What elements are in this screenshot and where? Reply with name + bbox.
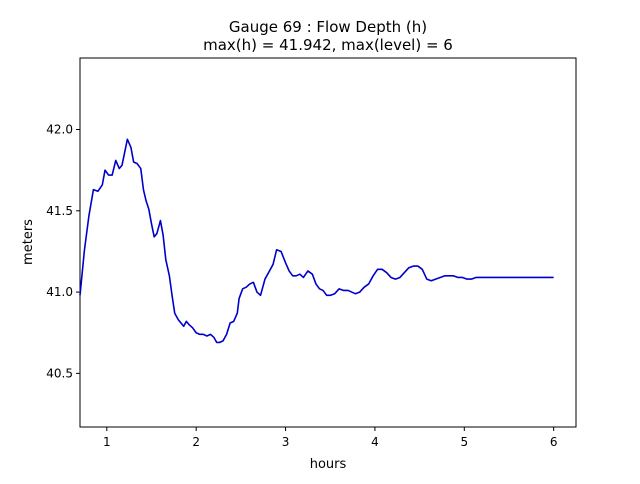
x-tick-label: 4 <box>371 435 379 449</box>
x-tick-label: 3 <box>282 435 290 449</box>
x-tick-label: 1 <box>103 435 111 449</box>
x-tick-label: 6 <box>550 435 558 449</box>
y-tick-label: 42.0 <box>46 123 73 137</box>
chart-title-line2: max(h) = 41.942, max(level) = 6 <box>203 36 453 54</box>
y-axis-label: meters <box>21 219 36 265</box>
y-axis-ticks: 40.5 41.0 41.5 42.0 <box>46 123 80 380</box>
x-axis-ticks: 1 2 3 4 5 6 <box>103 427 557 449</box>
x-tick-label: 5 <box>460 435 468 449</box>
y-tick-label: 41.0 <box>46 285 73 299</box>
plot-frame <box>79 57 577 428</box>
plot-area: 1 2 3 4 5 6 40.5 41.0 41.5 42.0 <box>46 57 577 449</box>
series-line-flow-depth <box>79 138 554 344</box>
y-tick-label: 41.5 <box>46 204 73 218</box>
x-tick-label: 2 <box>192 435 200 449</box>
chart-title-line1: Gauge 69 : Flow Depth (h) <box>229 18 427 36</box>
x-axis-label: hours <box>310 457 347 472</box>
y-tick-label: 40.5 <box>46 366 73 380</box>
